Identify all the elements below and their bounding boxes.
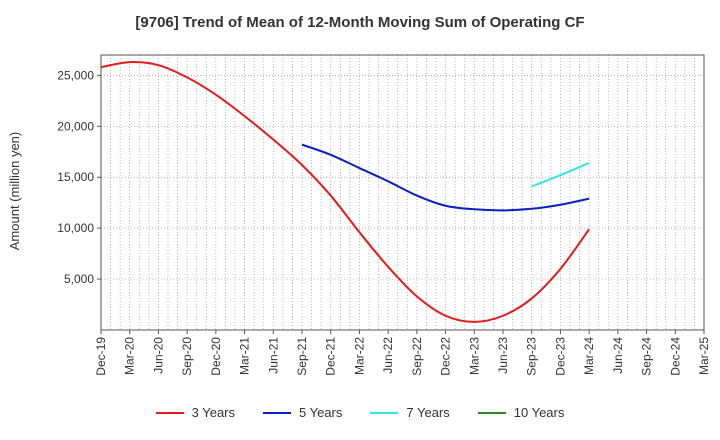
y-tick-label: 5,000	[64, 272, 94, 286]
x-tick-label: Jun-21	[266, 337, 280, 374]
legend-item: 7 Years	[370, 405, 450, 420]
legend-label: 10 Years	[513, 405, 565, 420]
x-tick-label: Sep-24	[640, 337, 654, 376]
series-lines	[100, 61, 590, 323]
x-tick-label: Dec-21	[324, 337, 338, 376]
x-tick-label: Jun-20	[151, 337, 165, 374]
legend-label: 5 Years	[299, 405, 343, 420]
y-tick-label: 10,000	[57, 221, 94, 235]
x-tick-label: Sep-22	[410, 337, 424, 376]
legend-swatch	[263, 411, 291, 414]
x-tick-label: Sep-21	[295, 337, 309, 376]
x-tick-label: Dec-20	[209, 337, 223, 376]
legend-swatch	[370, 411, 399, 414]
legend-item: 3 Years	[155, 405, 235, 420]
x-tick-label: Mar-24	[582, 337, 596, 375]
x-tick-label: Mar-20	[123, 337, 137, 375]
x-tick-label: Mar-23	[467, 337, 481, 375]
x-tick-label: Jun-24	[611, 337, 625, 374]
plot-frame	[100, 54, 705, 331]
legend-swatch	[155, 411, 184, 414]
legend: 3 Years 5 Years 7 Years 10 Years	[0, 405, 720, 420]
x-tick-label: Sep-23	[525, 337, 539, 376]
x-tick-label: Dec-24	[668, 337, 682, 376]
x-tick-label: Dec-23	[553, 337, 567, 376]
series-line-3-years	[100, 61, 590, 323]
x-tick-label: Dec-22	[439, 337, 453, 376]
y-axis: 5,000 10,000 15,000 20,000 25,000	[57, 68, 101, 286]
chart-title: [9706] Trend of Mean of 12-Month Moving …	[135, 14, 585, 31]
legend-swatch	[477, 411, 506, 414]
y-tick-label: 15,000	[57, 170, 94, 184]
x-tick-label: Sep-20	[180, 337, 194, 376]
x-tick-label: Mar-25	[697, 337, 711, 375]
x-tick-label: Dec-19	[94, 337, 108, 376]
grid	[101, 55, 704, 330]
legend-item: 10 Years	[477, 405, 565, 420]
legend-item: 5 Years	[263, 405, 342, 420]
series-line-5-years	[301, 143, 590, 212]
x-tick-label: Mar-22	[352, 337, 366, 375]
x-tick-label: Mar-21	[238, 337, 252, 375]
y-axis-label: Amount (million yen)	[7, 132, 22, 251]
x-axis: Dec-19 Mar-20 Jun-20 Sep-20 Dec-20 Mar-21 Jun-…	[94, 330, 711, 376]
x-tick-label: Jun-23	[496, 337, 510, 374]
y-tick-label: 20,000	[57, 119, 94, 133]
y-tick-label: 25,000	[57, 68, 94, 82]
x-tick-label: Jun-22	[381, 337, 395, 374]
legend-label: 7 Years	[406, 405, 450, 420]
series-line-7-years	[531, 162, 590, 188]
legend-label: 3 Years	[191, 405, 235, 420]
